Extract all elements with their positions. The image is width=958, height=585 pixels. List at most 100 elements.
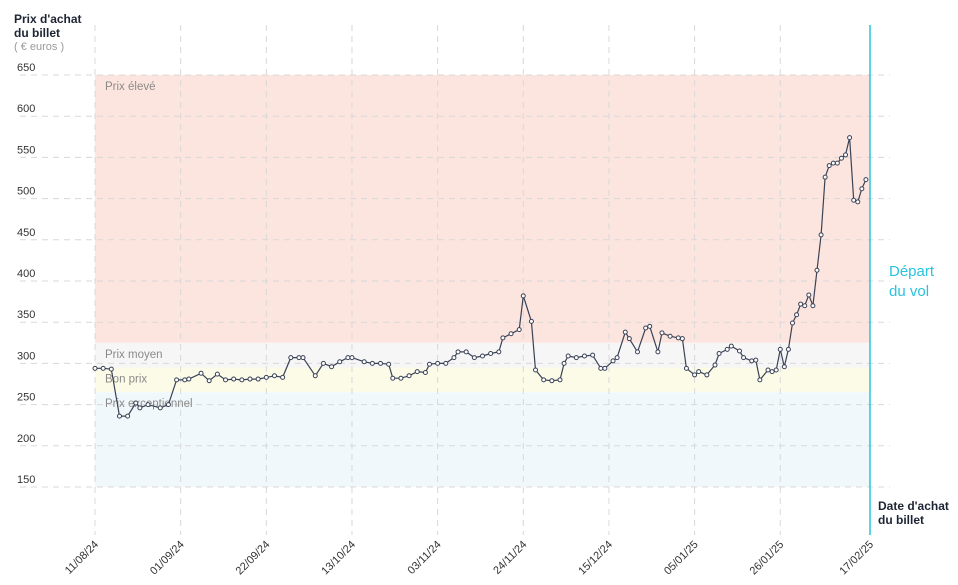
price-point (223, 377, 229, 383)
x-tick-label: 05/01/25 (662, 539, 701, 578)
price-point (108, 366, 114, 372)
price-point (214, 371, 220, 377)
price-point (186, 376, 192, 382)
x-tick-label: 17/02/25 (837, 539, 876, 578)
x-tick-label: 26/01/25 (748, 539, 787, 578)
price-point (345, 355, 351, 361)
y-tick-label: 400 (17, 268, 35, 280)
price-point (712, 362, 718, 368)
price-point (500, 335, 506, 341)
price-point (337, 359, 343, 365)
price-point (838, 155, 844, 161)
price-point (239, 377, 245, 383)
price-point (137, 405, 143, 411)
price-point (312, 373, 318, 379)
x-tick-label: 13/10/24 (319, 539, 358, 578)
price-point (145, 402, 151, 408)
price-point (598, 365, 604, 371)
price-point (426, 361, 432, 367)
price-point (581, 353, 587, 359)
price-point (753, 357, 759, 363)
price-point (406, 373, 412, 379)
y-tick-label: 550 (17, 144, 35, 156)
price-point (435, 360, 441, 366)
price-point (741, 355, 747, 361)
price-point (643, 325, 649, 331)
price-point (802, 303, 808, 309)
price-point (765, 367, 771, 373)
x-tick-label: 01/09/24 (148, 539, 187, 578)
price-point (329, 364, 335, 370)
y-tick-label: 650 (17, 62, 35, 74)
price-point (557, 377, 563, 383)
price-point (378, 360, 384, 366)
price-point (157, 405, 163, 411)
price-point (533, 367, 539, 373)
price-point (116, 413, 122, 419)
price-point (320, 360, 326, 366)
price-point (781, 364, 787, 370)
price-point (516, 327, 522, 333)
price-point (573, 355, 579, 361)
price-point (206, 378, 212, 384)
price-point (785, 346, 791, 352)
price-point (826, 163, 832, 169)
price-point (814, 267, 820, 273)
price-point (834, 160, 840, 166)
price-point (655, 349, 661, 355)
price-point (810, 303, 816, 309)
price-point (182, 377, 188, 383)
zone-label: Prix moyen (105, 349, 163, 361)
price-point (125, 413, 131, 419)
price-point (818, 232, 824, 238)
price-point (773, 367, 779, 373)
price-point (496, 349, 502, 355)
price-point (528, 318, 534, 324)
price-point (806, 292, 812, 298)
y-axis-label: Prix d'achat du billet (14, 12, 82, 40)
price-point (369, 360, 375, 366)
price-point (798, 301, 804, 307)
price-point (300, 355, 306, 361)
price-point (851, 197, 857, 203)
y-axis-unit: ( € euros ) (14, 41, 65, 53)
price-point (422, 369, 428, 375)
price-point (471, 355, 477, 361)
price-point (736, 348, 742, 354)
y-tick-label: 300 (17, 350, 35, 362)
price-point (451, 355, 457, 361)
price-point (749, 358, 755, 364)
price-point (198, 370, 204, 376)
price-point (296, 355, 302, 361)
price-point (843, 152, 849, 158)
price-point (247, 376, 253, 382)
y-tick-label: 250 (17, 392, 35, 404)
y-tick-label: 600 (17, 103, 35, 115)
price-point (724, 346, 730, 352)
y-tick-label: 500 (17, 186, 35, 198)
price-point (716, 351, 722, 357)
price-point (414, 369, 420, 375)
price-point (692, 372, 698, 378)
price-point (704, 372, 710, 378)
price-point (92, 365, 98, 371)
price-point (255, 376, 261, 382)
price-point (683, 365, 689, 371)
price-point (679, 336, 685, 342)
price-point (777, 346, 783, 352)
price-point (398, 375, 404, 381)
price-line (95, 137, 867, 417)
departure-label: Départ du vol (889, 263, 935, 300)
price-point (443, 360, 449, 366)
x-tick-label: 11/08/24 (63, 539, 101, 577)
price-point (675, 335, 681, 341)
price-point (386, 361, 392, 367)
price-point (859, 186, 865, 192)
x-tick-label: 15/12/24 (576, 539, 615, 578)
price-point (463, 349, 469, 355)
price-point (635, 349, 640, 355)
price-point (263, 374, 269, 380)
price-point (390, 375, 396, 381)
